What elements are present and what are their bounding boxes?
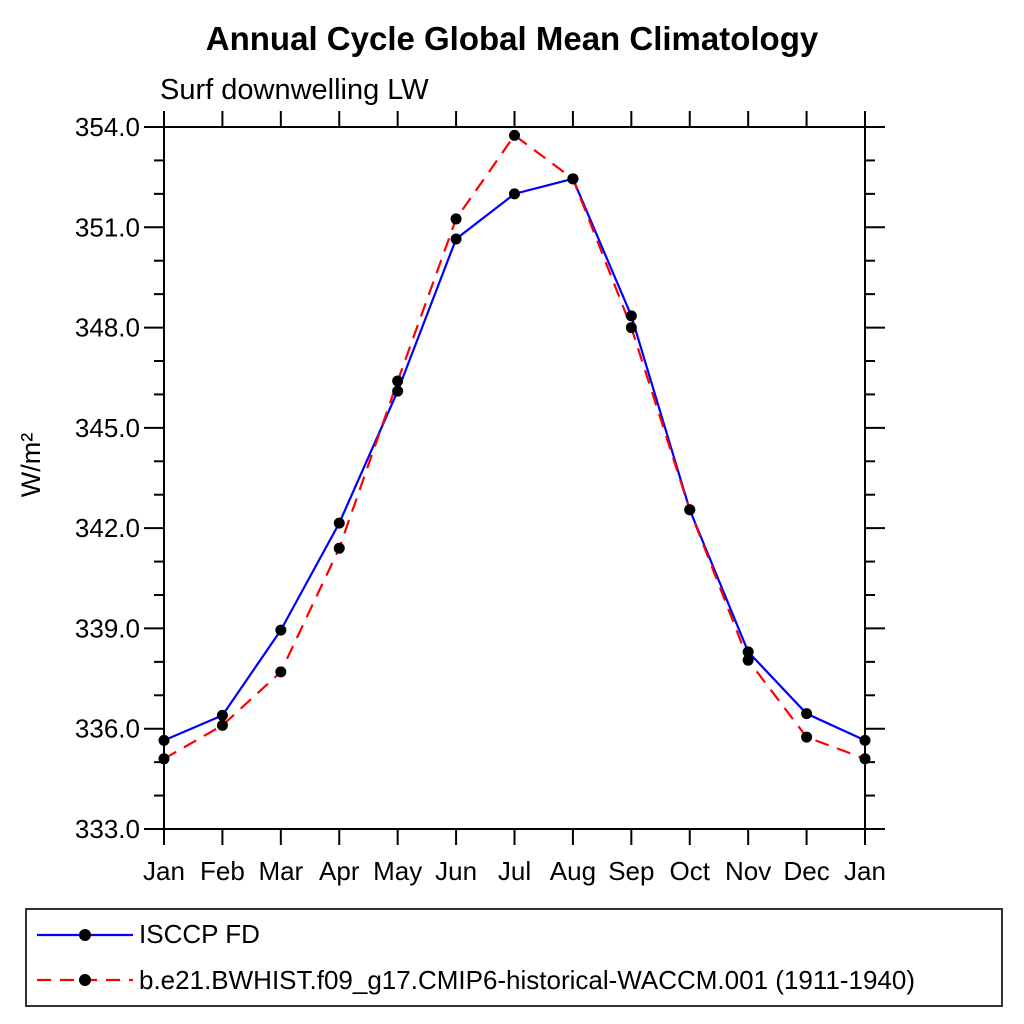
x-tick-label: Jan — [844, 856, 886, 886]
data-point-marker — [450, 213, 462, 225]
data-point-marker — [742, 654, 754, 666]
legend-label-isccp: ISCCP FD — [139, 919, 260, 950]
x-tick-label: Sep — [608, 856, 654, 886]
data-point-marker — [392, 375, 404, 387]
y-tick-label: 351.0 — [75, 212, 140, 242]
data-point-marker — [509, 188, 520, 200]
x-tick-label: Mar — [258, 856, 303, 886]
x-tick-label: Aug — [550, 856, 596, 886]
data-point-marker — [859, 753, 871, 765]
y-tick-label: 339.0 — [75, 613, 140, 643]
legend-item-isccp: ISCCP FD — [27, 915, 1001, 955]
legend-line-sample-solid-icon — [37, 928, 133, 941]
legend-item-waccm: b.e21.BWHIST.f09_g17.CMIP6-historical-WA… — [27, 960, 1001, 1000]
x-tick-label: Nov — [725, 856, 771, 886]
data-point-marker — [625, 310, 637, 322]
x-tick-label: Jul — [498, 856, 531, 886]
y-tick-label: 348.0 — [75, 313, 140, 343]
legend-marker-dot-icon — [79, 928, 91, 941]
data-point-marker — [742, 646, 754, 658]
y-tick-label: 342.0 — [75, 513, 140, 543]
x-tick-label: Oct — [670, 856, 711, 886]
x-tick-label: Feb — [200, 856, 245, 886]
data-point-marker — [801, 708, 813, 720]
chart-title: Annual Cycle Global Mean Climatology — [205, 20, 819, 57]
data-point-marker — [216, 719, 228, 731]
chart-subtitle: Surf downwelling LW — [160, 74, 429, 106]
y-tick-label: 354.0 — [75, 112, 140, 142]
y-tick-label: 345.0 — [75, 413, 140, 443]
x-tick-label: Dec — [783, 856, 829, 886]
data-point-marker — [275, 666, 287, 678]
data-point-marker — [625, 322, 637, 334]
x-tick-label: Jun — [435, 856, 477, 886]
data-point-marker — [509, 129, 520, 141]
data-point-marker — [684, 504, 696, 516]
legend: ISCCP FD b.e21.BWHIST.f09_g17.CMIP6-hist… — [25, 908, 1003, 1007]
legend-line-sample-dashed-icon — [37, 974, 133, 987]
data-point-marker — [216, 709, 228, 721]
data-point-marker — [333, 542, 345, 554]
data-point-marker — [158, 734, 170, 746]
data-point-marker — [567, 173, 579, 185]
data-point-marker — [333, 517, 345, 529]
data-point-marker — [392, 385, 404, 397]
data-point-marker — [158, 753, 170, 765]
data-point-marker — [801, 731, 813, 743]
y-tick-label: 336.0 — [75, 714, 140, 744]
series-line — [163, 177, 866, 742]
data-point-marker — [275, 624, 287, 636]
plot-area: Jan Feb Mar Apr May Jun Jul Aug Sep Oct Nov Dec Jan3… — [75, 111, 886, 886]
data-point-marker — [859, 734, 871, 746]
x-tick-label: Jan — [143, 856, 185, 886]
data-point-marker — [450, 233, 462, 245]
legend-marker-dot-icon — [79, 974, 91, 987]
legend-label-waccm: b.e21.BWHIST.f09_g17.CMIP6-historical-WA… — [139, 964, 915, 995]
y-tick-label: 333.0 — [75, 814, 140, 844]
x-tick-label: Apr — [319, 856, 360, 886]
x-tick-label: May — [373, 856, 422, 886]
